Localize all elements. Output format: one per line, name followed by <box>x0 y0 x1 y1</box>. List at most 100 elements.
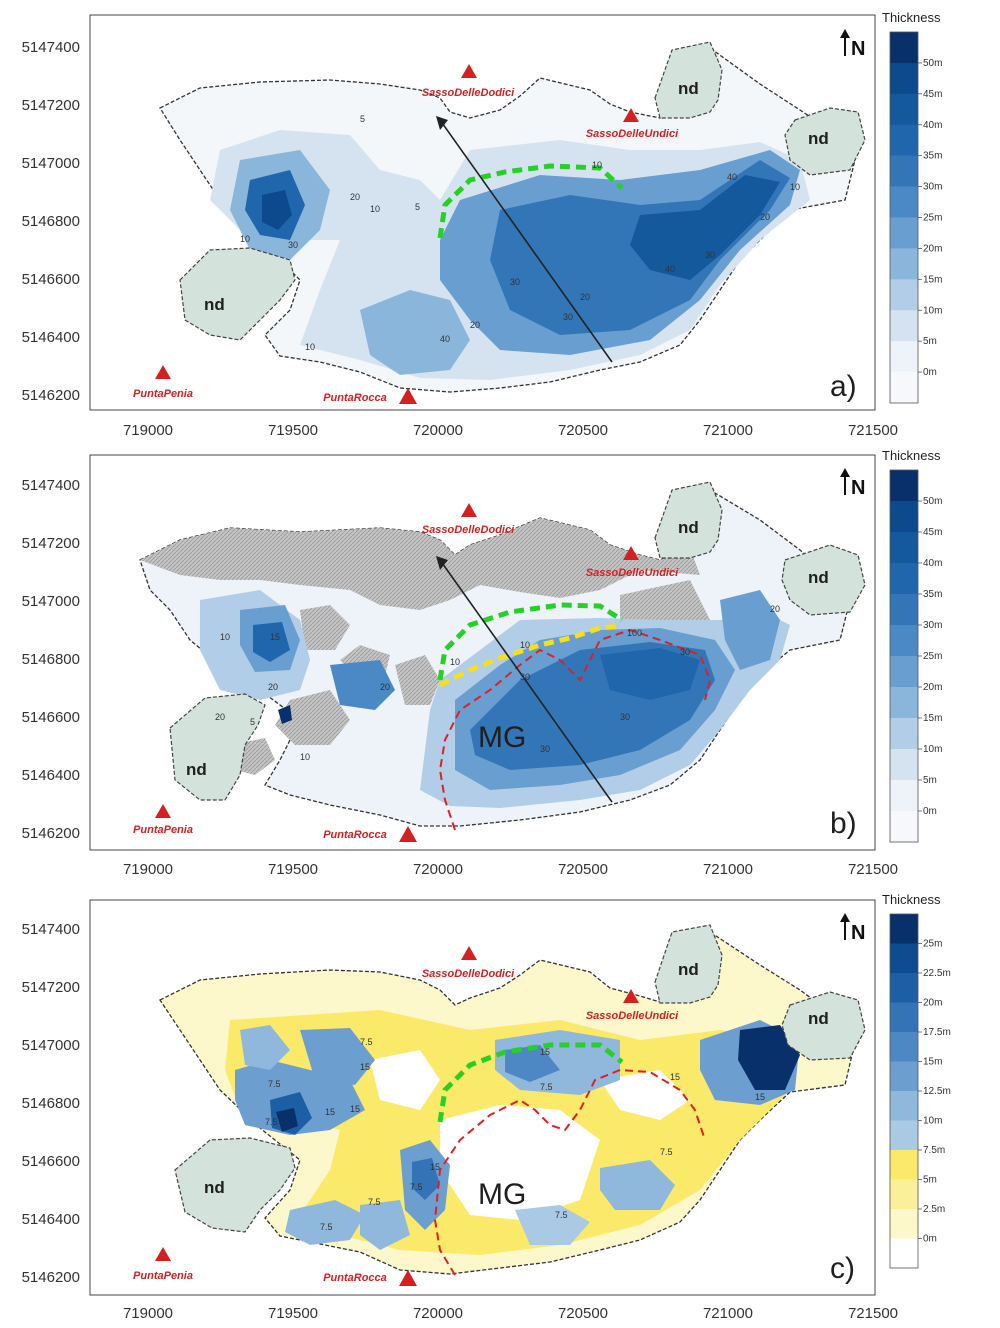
legend-label: 20m <box>923 682 942 693</box>
nd-label: nd <box>808 129 829 148</box>
legend-label: 50m <box>923 58 942 69</box>
contour-label: 7.5 <box>660 1147 673 1157</box>
legend-swatch <box>890 248 918 280</box>
panel-letter: a) <box>830 370 857 403</box>
legend-label: 45m <box>923 89 942 100</box>
peak-label: PuntaRocca <box>323 829 387 841</box>
thickness-band-10m-south <box>515 1205 590 1245</box>
contour-label: 15 <box>755 1092 765 1102</box>
panel-a-map: 5 10 20 10 5 10 30 10 20 30 40 20 30 40 … <box>22 10 943 439</box>
legend-title: Thickness <box>882 448 941 463</box>
legend-label: 10m <box>923 1116 942 1127</box>
contour-label: 20 <box>350 192 360 202</box>
contour-label: 15 <box>430 1162 440 1172</box>
legend-swatch <box>890 656 918 688</box>
legend-swatch <box>890 93 918 126</box>
peak-label: SassoDelleUndici <box>586 128 679 140</box>
contour-label: 7.5 <box>268 1079 281 1089</box>
legend-swatch <box>890 186 918 218</box>
legend-swatch <box>890 563 918 595</box>
x-tick: 719000 <box>123 422 173 439</box>
nd-area-west <box>179 247 296 341</box>
nd-area-east <box>781 991 866 1061</box>
contour-label: 20 <box>268 682 278 692</box>
contour-label: 30 <box>680 647 690 657</box>
legend-label: 40m <box>923 120 942 131</box>
section-line-b <box>439 559 613 803</box>
legend-label: 22.5m <box>923 968 951 979</box>
panel-letter: b) <box>830 807 857 840</box>
legend-label: 2.5m <box>923 1204 945 1215</box>
peak-label: SassoDelleUndici <box>586 1010 679 1022</box>
peak-label: PuntaPenia <box>133 1270 193 1282</box>
legend-swatch <box>890 811 918 843</box>
contour-label: 7.5 <box>540 1082 553 1092</box>
zero-thickness-zone <box>440 1105 600 1220</box>
legend-swatch <box>890 372 918 404</box>
peak-marker-triangle <box>155 804 171 818</box>
nd-area-west <box>174 1137 296 1233</box>
peak-label: SassoDelleUndici <box>586 567 679 579</box>
contour-label: 20 <box>470 320 480 330</box>
contour-label: 100 <box>627 628 642 638</box>
legend-swatch <box>890 625 918 657</box>
contour-label: 30 <box>288 240 298 250</box>
peak-marker-triangle <box>461 64 477 78</box>
north-label: N <box>851 922 865 944</box>
y-axis-ticks-c: 5147400 5147200 5147000 5146800 5146600 … <box>22 921 80 1286</box>
contour-label: 15 <box>670 1072 680 1082</box>
peak-marker-triangle <box>623 546 639 560</box>
legend-label: 5m <box>923 336 937 347</box>
peak-marker-triangle <box>399 826 417 842</box>
nd-area-east <box>784 107 866 176</box>
x-tick: 719500 <box>268 861 318 878</box>
y-axis-ticks-b: 5147400 5147200 5147000 5146800 5146600 … <box>22 477 80 842</box>
x-tick: 719000 <box>123 1305 173 1322</box>
green-dashed-boundary-a <box>437 163 624 239</box>
legend-title: Thickness <box>882 10 941 25</box>
legend-swatch <box>890 1061 918 1092</box>
nd-label: nd <box>678 960 699 979</box>
x-tick: 721000 <box>703 861 753 878</box>
nd-area-east <box>781 544 866 616</box>
legend-swatch <box>890 532 918 564</box>
thickness-band-50m-spot <box>278 705 292 724</box>
nd-label: nd <box>204 1178 225 1197</box>
legend-label: 15m <box>923 713 942 724</box>
x-tick: 721500 <box>848 422 898 439</box>
panel-letter: c) <box>830 1252 855 1285</box>
legend-swatch <box>890 155 918 187</box>
contour-label: 7.5 <box>265 1117 278 1127</box>
x-tick: 720500 <box>558 422 608 439</box>
no-data-hatched-zone <box>140 518 700 610</box>
y-tick: 5147400 <box>22 39 80 56</box>
contour-label: 10 <box>450 657 460 667</box>
x-axis-ticks-a: 719000 719500 720000 720500 721000 72150… <box>123 422 898 439</box>
green-dashed-boundary-b <box>437 602 624 681</box>
legend-swatch <box>890 279 918 311</box>
y-tick: 5147200 <box>22 97 80 114</box>
legend-c: 25m 22.5m 20m 17.5m 15m 12.5m 10m 7.5m 5m 2.5m 0m <box>889 913 951 1269</box>
legend-swatch <box>890 32 918 64</box>
legend-swatch <box>890 124 918 156</box>
peak-label: PuntaPenia <box>133 388 193 400</box>
thickness-band-20m-mid <box>330 660 395 710</box>
legend-label: 50m <box>923 496 942 507</box>
legend-label: 20m <box>923 243 942 254</box>
legend-label: 20m <box>923 998 942 1009</box>
legend-label: 15m <box>923 274 942 285</box>
contour-label: 15 <box>360 1062 370 1072</box>
contour-label: 30 <box>563 312 573 322</box>
contour-label: 10 <box>592 160 602 170</box>
zero-thickness-zone <box>370 1050 440 1110</box>
contour-label: 7.5 <box>320 1222 333 1232</box>
y-tick: 5146200 <box>22 1269 80 1286</box>
nd-label: nd <box>186 760 207 779</box>
x-tick: 719000 <box>123 861 173 878</box>
contour-label: 30 <box>510 277 520 287</box>
y-tick: 5146800 <box>22 213 80 230</box>
legend-label: 5m <box>923 1175 937 1186</box>
thickness-band-20m-south <box>360 290 470 375</box>
peak-label: PuntaRocca <box>323 1272 387 1284</box>
